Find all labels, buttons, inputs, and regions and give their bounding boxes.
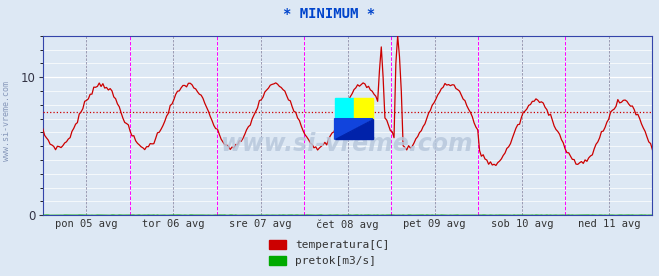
- Bar: [354, 98, 373, 119]
- Legend: temperatura[C], pretok[m3/s]: temperatura[C], pretok[m3/s]: [265, 235, 394, 270]
- Polygon shape: [335, 119, 373, 139]
- Text: * MINIMUM *: * MINIMUM *: [283, 7, 376, 21]
- Bar: [335, 98, 354, 119]
- Polygon shape: [335, 119, 373, 139]
- Text: www.si-vreme.com: www.si-vreme.com: [221, 132, 474, 155]
- Text: www.si-vreme.com: www.si-vreme.com: [2, 81, 11, 161]
